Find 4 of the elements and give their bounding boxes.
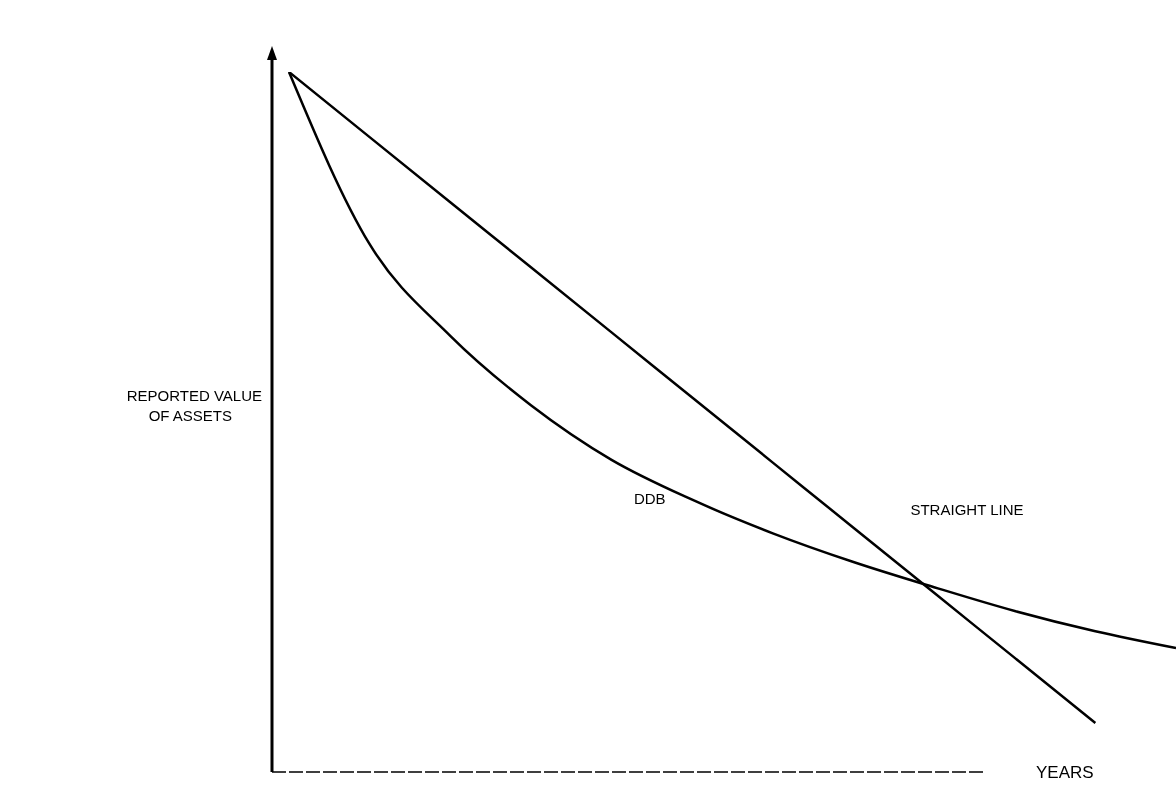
y-axis-title: REPORTED VALUE OF ASSETS: [126, 387, 262, 424]
series-label: DDB: [633, 489, 666, 507]
x-axis-title: YEARS: [1036, 763, 1094, 782]
text: STRAIGHT LINE: [910, 500, 1024, 518]
